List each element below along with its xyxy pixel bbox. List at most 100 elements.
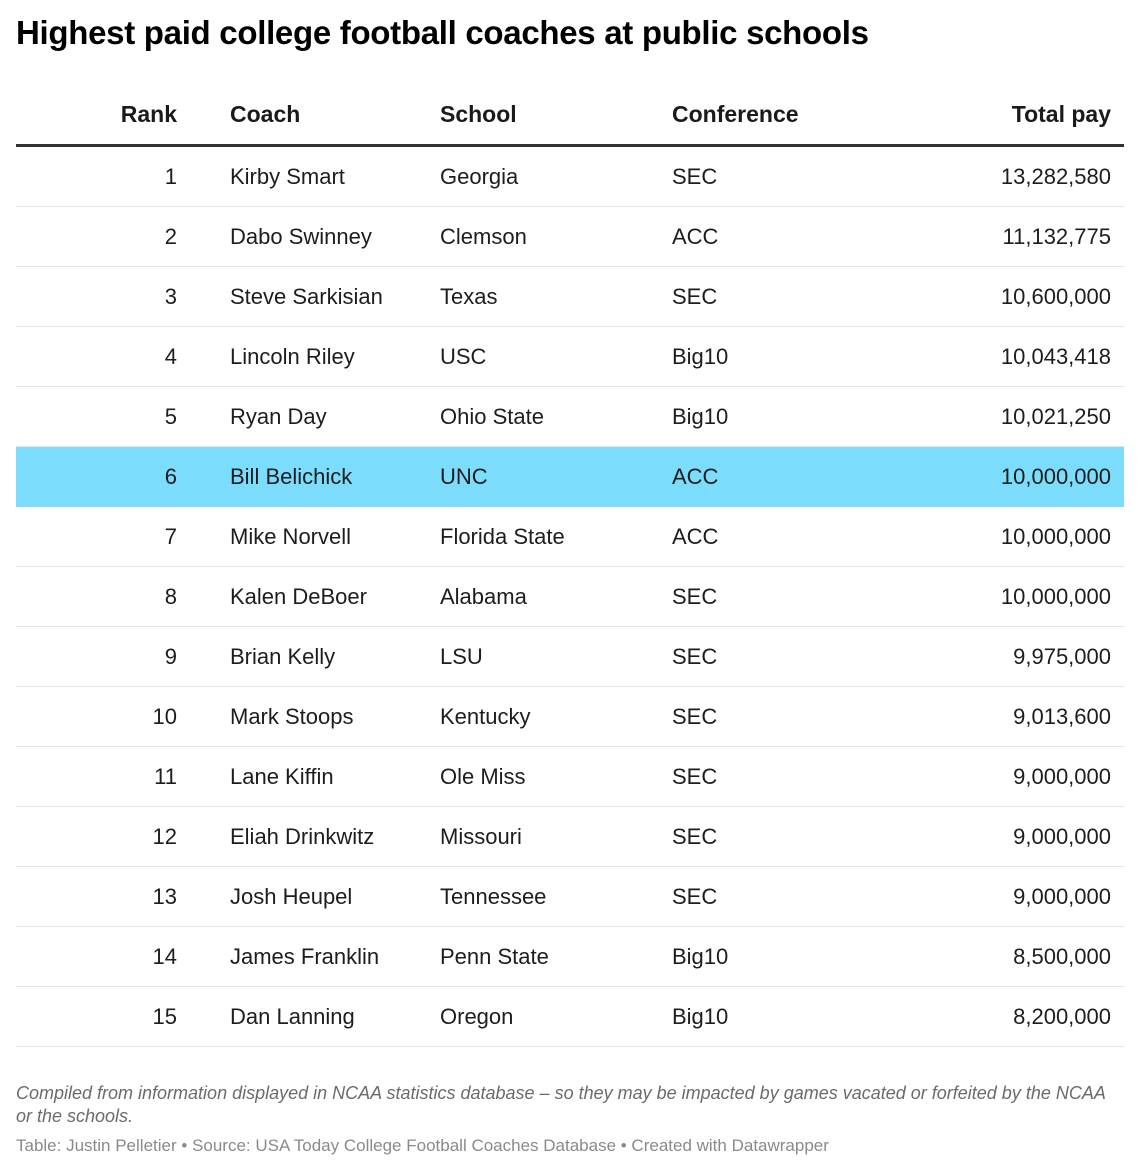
table-row: 5 Ryan Day Ohio State Big10 10,021,250 [16, 387, 1124, 447]
table-header-row: Rank Coach School Conference Total pay [16, 84, 1124, 147]
cell-school: Oregon [440, 1003, 514, 1029]
cell-conference: Big10 [672, 943, 729, 969]
cell-school: Georgia [440, 163, 519, 189]
cell-rank: 6 [164, 463, 177, 489]
cell-rank: 1 [164, 163, 177, 189]
cell-rank: 8 [164, 583, 177, 609]
cell-conference: SEC [672, 703, 718, 729]
cell-school: USC [440, 343, 487, 369]
cell-coach: Josh Heupel [230, 883, 353, 909]
cell-coach: Dan Lanning [230, 1003, 355, 1029]
table-row: 7 Mike Norvell Florida State ACC 10,000,000 [16, 507, 1124, 567]
cell-coach: James Franklin [230, 943, 380, 969]
cell-school: UNC [440, 463, 488, 489]
cell-school: Clemson [440, 223, 527, 249]
cell-coach: Brian Kelly [230, 643, 336, 669]
cell-conference: Big10 [672, 1003, 729, 1029]
cell-total-pay: 10,043,418 [1000, 343, 1111, 369]
cell-coach: Eliah Drinkwitz [230, 823, 375, 849]
table-row: 8 Kalen DeBoer Alabama SEC 10,000,000 [16, 567, 1124, 627]
header-total-pay[interactable]: Total pay [1011, 100, 1111, 127]
header-conference[interactable]: Conference [672, 100, 799, 127]
cell-conference: SEC [672, 163, 718, 189]
table-row: 11 Lane Kiffin Ole Miss SEC 9,000,000 [16, 747, 1124, 807]
cell-rank: 10 [152, 703, 177, 729]
table-row: 2 Dabo Swinney Clemson ACC 11,132,775 [16, 207, 1124, 267]
table-row: 12 Eliah Drinkwitz Missouri SEC 9,000,000 [16, 807, 1124, 867]
cell-total-pay: 9,000,000 [1013, 763, 1111, 789]
cell-conference: Big10 [672, 343, 729, 369]
cell-rank: 5 [164, 403, 177, 429]
cell-rank: 13 [152, 883, 177, 909]
cell-total-pay: 8,500,000 [1013, 943, 1111, 969]
cell-total-pay: 9,975,000 [1013, 643, 1111, 669]
cell-rank: 9 [164, 643, 177, 669]
cell-coach: Bill Belichick [230, 463, 353, 489]
table-row: 4 Lincoln Riley USC Big10 10,043,418 [16, 327, 1124, 387]
cell-conference: ACC [672, 463, 719, 489]
cell-conference: SEC [672, 643, 718, 669]
header-school[interactable]: School [440, 100, 517, 127]
coaches-table: Rank Coach School Conference Total pay 1… [16, 84, 1124, 1047]
cell-total-pay: 9,000,000 [1013, 883, 1111, 909]
table-row: 1 Kirby Smart Georgia SEC 13,282,580 [16, 147, 1124, 207]
cell-school: Penn State [440, 943, 549, 969]
cell-school: Ohio State [440, 403, 544, 429]
table-row: 9 Brian Kelly LSU SEC 9,975,000 [16, 627, 1124, 687]
cell-conference: SEC [672, 763, 718, 789]
cell-coach: Kalen DeBoer [230, 583, 367, 609]
cell-total-pay: 11,132,775 [1002, 223, 1111, 249]
cell-school: Texas [440, 283, 498, 309]
cell-conference: SEC [672, 583, 718, 609]
table-row: 13 Josh Heupel Tennessee SEC 9,000,000 [16, 867, 1124, 927]
cell-school: Tennessee [440, 883, 547, 909]
table-row: 6 Bill Belichick UNC ACC 10,000,000 [16, 447, 1124, 507]
cell-conference: ACC [672, 523, 719, 549]
cell-coach: Mark Stoops [230, 703, 354, 729]
cell-coach: Ryan Day [230, 403, 327, 429]
table-body: 1 Kirby Smart Georgia SEC 13,282,580 2 Dabo Sw… [16, 147, 1124, 1047]
cell-total-pay: 9,000,000 [1013, 823, 1111, 849]
cell-rank: 3 [164, 283, 177, 309]
header-rank[interactable]: Rank [120, 100, 177, 127]
cell-school: Missouri [440, 823, 522, 849]
cell-school: Florida State [440, 523, 565, 549]
table-title: Highest paid college football coaches at… [16, 14, 869, 51]
cell-total-pay: 10,000,000 [1000, 463, 1111, 489]
cell-rank: 14 [152, 943, 177, 969]
cell-total-pay: 10,000,000 [1000, 583, 1111, 609]
cell-rank: 2 [164, 223, 177, 249]
cell-conference: SEC [672, 883, 718, 909]
cell-coach: Lane Kiffin [230, 763, 334, 789]
cell-coach: Dabo Swinney [230, 223, 372, 249]
cell-conference: ACC [672, 223, 719, 249]
cell-school: LSU [440, 643, 483, 669]
cell-total-pay: 8,200,000 [1013, 1003, 1111, 1029]
cell-rank: 12 [152, 823, 177, 849]
table-row: 10 Mark Stoops Kentucky SEC 9,013,600 [16, 687, 1124, 747]
cell-total-pay: 10,000,000 [1000, 523, 1111, 549]
cell-coach: Kirby Smart [230, 163, 345, 189]
cell-conference: SEC [672, 823, 718, 849]
cell-coach: Lincoln Riley [230, 343, 355, 369]
header-coach[interactable]: Coach [230, 100, 301, 127]
table-row: 15 Dan Lanning Oregon Big10 8,200,000 [16, 987, 1124, 1047]
cell-rank: 7 [164, 523, 177, 549]
table-row: 3 Steve Sarkisian Texas SEC 10,600,000 [16, 267, 1124, 327]
cell-total-pay: 9,013,600 [1013, 703, 1111, 729]
table-row: 14 James Franklin Penn State Big10 8,500,000 [16, 927, 1124, 987]
table-notes: Compiled from information displayed in N… [16, 1083, 1106, 1126]
table-byline: Table: Justin Pelletier • Source: USA To… [16, 1136, 829, 1155]
cell-conference: SEC [672, 283, 718, 309]
cell-total-pay: 10,021,250 [1000, 403, 1111, 429]
cell-coach: Steve Sarkisian [230, 283, 383, 309]
cell-rank: 15 [152, 1003, 177, 1029]
cell-school: Alabama [440, 583, 527, 609]
cell-coach: Mike Norvell [230, 523, 352, 549]
cell-rank: 4 [164, 343, 177, 369]
cell-rank: 11 [154, 763, 177, 789]
cell-total-pay: 10,600,000 [1000, 283, 1111, 309]
cell-school: Kentucky [440, 703, 531, 729]
cell-school: Ole Miss [440, 763, 526, 789]
cell-total-pay: 13,282,580 [1000, 163, 1111, 189]
